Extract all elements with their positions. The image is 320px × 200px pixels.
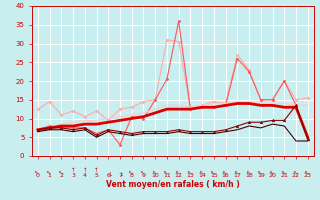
Text: ↑: ↑: [257, 168, 264, 175]
Text: ↑: ↑: [269, 168, 276, 175]
Text: ↑: ↑: [164, 168, 170, 175]
Text: ↑: ↑: [118, 168, 122, 174]
Text: ↑: ↑: [46, 168, 53, 175]
Text: ↑: ↑: [292, 168, 300, 175]
Text: ↑: ↑: [199, 168, 205, 175]
Text: ↑: ↑: [187, 168, 194, 175]
Text: ↑: ↑: [304, 168, 311, 175]
Text: ↑: ↑: [94, 168, 99, 174]
Text: ↑: ↑: [83, 168, 87, 174]
Text: ↑: ↑: [152, 168, 159, 175]
Text: ↑: ↑: [128, 168, 135, 175]
Text: ↑: ↑: [234, 168, 241, 175]
Text: ↑: ↑: [140, 168, 147, 175]
Text: ↑: ↑: [71, 168, 76, 174]
Text: ↑: ↑: [106, 168, 111, 174]
Text: ↑: ↑: [246, 168, 252, 175]
Text: ↑: ↑: [222, 168, 229, 175]
Text: ↑: ↑: [35, 168, 41, 175]
Text: ↑: ↑: [175, 168, 182, 175]
X-axis label: Vent moyen/en rafales ( km/h ): Vent moyen/en rafales ( km/h ): [106, 180, 240, 189]
Text: ↑: ↑: [211, 168, 217, 175]
Text: ↑: ↑: [58, 168, 65, 175]
Text: ↑: ↑: [281, 168, 288, 175]
